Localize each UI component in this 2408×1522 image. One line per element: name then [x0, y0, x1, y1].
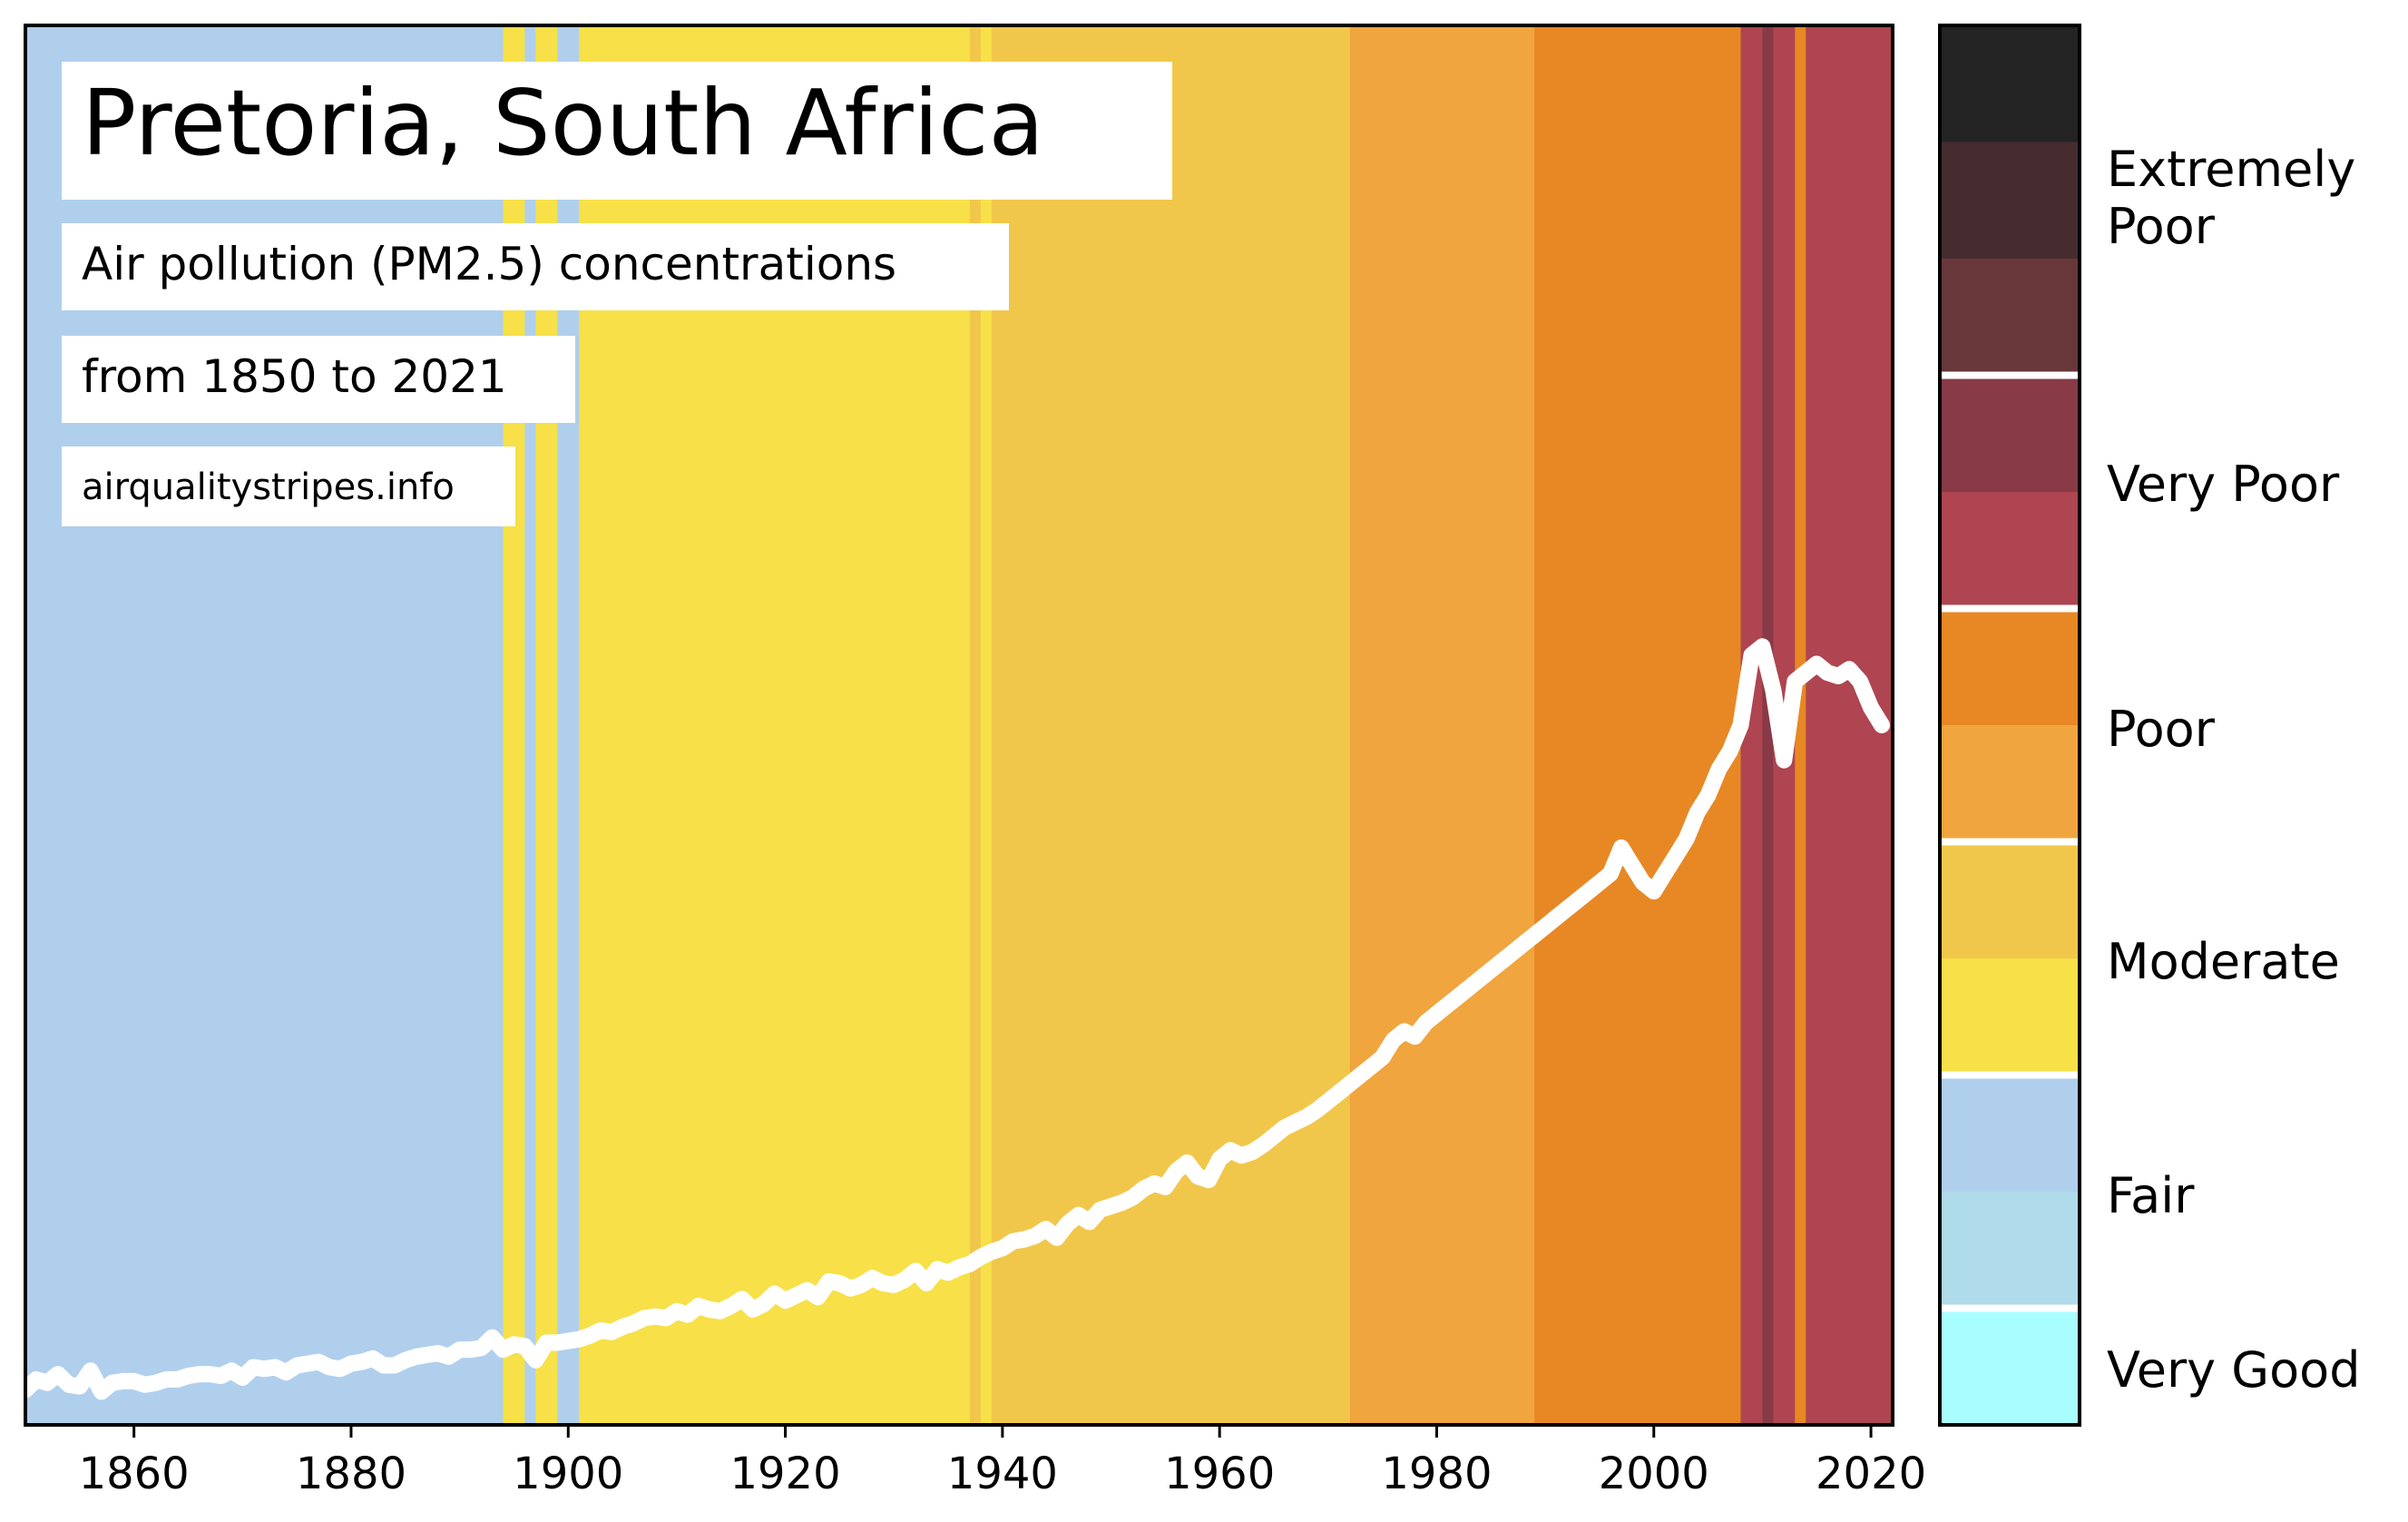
legend-swatch-2	[1940, 259, 2080, 376]
stripe-1937-1938	[969, 25, 982, 1425]
x-tick-label-1940: 1940	[947, 1448, 1058, 1499]
legend-swatch-1	[1940, 142, 2080, 260]
x-tick-label-1900: 1900	[513, 1448, 623, 1499]
x-tick-label-2020: 2020	[1816, 1448, 1926, 1499]
stripe-2013-2014	[1795, 25, 1806, 1425]
title-box: Pretoria, South Africa	[62, 62, 1172, 200]
x-tick-label-1960: 1960	[1164, 1448, 1275, 1499]
x-axis: 1860 1880 1900 1920 1940 1960 1980 2000 2020	[79, 1425, 1926, 1499]
x-tick-label-1880: 1880	[296, 1448, 406, 1499]
source-box: airqualitystripes.info	[62, 447, 515, 526]
legend-swatch-9	[1940, 1075, 2080, 1193]
legend-label-extremely-poor: Extremely	[2107, 141, 2355, 198]
legend-swatch-4	[1940, 492, 2080, 609]
legend-label-very-poor: Very Poor	[2107, 456, 2340, 513]
x-tick-label-1980: 1980	[1381, 1448, 1492, 1499]
stripe-1972-1989	[1349, 25, 1535, 1425]
subtitle-box: Air pollution (PM2.5) concentrations	[62, 223, 1009, 310]
pm25-series-line	[17, 638, 1890, 1400]
legend-swatch-5	[1940, 608, 2080, 726]
legend-swatch-7	[1940, 841, 2080, 959]
x-tick-label-2000: 2000	[1599, 1448, 1709, 1499]
source-link-text: airqualitystripes.info	[82, 466, 455, 508]
legend-label-very-good: Very Good	[2107, 1341, 2361, 1399]
chart-date-range: from 1850 to 2021	[82, 350, 507, 403]
stripe-1938-1939	[980, 25, 993, 1425]
legend-swatch-10	[1940, 1192, 2080, 1309]
category-legend: Extremely Poor Very Poor Poor Moderate F…	[1938, 24, 2361, 1427]
chart-title: Pretoria, South Africa	[82, 70, 1044, 176]
subtitle2-box: from 1850 to 2021	[62, 336, 575, 423]
legend-label-fair: Fair	[2107, 1167, 2195, 1224]
x-tick-label-1860: 1860	[79, 1448, 190, 1499]
stripe-1989-2008	[1534, 25, 1741, 1425]
legend-swatch-11	[1940, 1308, 2080, 1426]
legend-frame	[1938, 24, 2081, 1427]
legend-label-extremely-poor-line2: Poor	[2107, 198, 2216, 255]
x-tick-label-1920: 1920	[729, 1448, 840, 1499]
legend-swatch-6	[1940, 725, 2080, 842]
legend-label-moderate: Moderate	[2107, 933, 2340, 990]
stripe-1939-1972	[991, 25, 1351, 1425]
stripe-2010-2011	[1762, 25, 1774, 1425]
legend-swatch-0	[1940, 25, 2080, 142]
plot-frame	[24, 24, 1894, 1427]
pm25-line-layer	[17, 638, 1890, 1400]
chart-subtitle: Air pollution (PM2.5) concentrations	[82, 238, 896, 290]
legend-label-poor: Poor	[2107, 701, 2216, 758]
legend-swatch-3	[1940, 375, 2080, 493]
legend-swatch-8	[1940, 958, 2080, 1075]
